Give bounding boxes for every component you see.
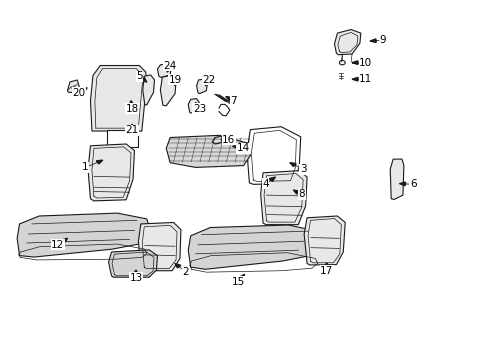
Polygon shape xyxy=(205,81,210,86)
Polygon shape xyxy=(108,250,157,277)
Polygon shape xyxy=(351,61,357,64)
Polygon shape xyxy=(88,144,134,201)
Text: 14: 14 xyxy=(236,143,250,153)
Polygon shape xyxy=(225,96,232,100)
Polygon shape xyxy=(188,99,199,113)
Text: 23: 23 xyxy=(192,104,206,114)
Text: 16: 16 xyxy=(222,135,235,145)
Polygon shape xyxy=(369,39,375,42)
Polygon shape xyxy=(221,138,226,141)
Polygon shape xyxy=(129,101,134,105)
Text: 21: 21 xyxy=(125,125,139,135)
Polygon shape xyxy=(293,190,299,194)
Polygon shape xyxy=(17,213,150,257)
Polygon shape xyxy=(166,135,250,167)
Polygon shape xyxy=(282,186,295,198)
Polygon shape xyxy=(260,171,306,225)
Text: 3: 3 xyxy=(299,164,306,174)
Text: 10: 10 xyxy=(359,58,371,68)
Text: 4: 4 xyxy=(262,179,268,189)
Text: 24: 24 xyxy=(163,60,177,71)
Polygon shape xyxy=(324,263,328,267)
Text: 20: 20 xyxy=(73,88,85,98)
Text: 17: 17 xyxy=(319,266,333,276)
Polygon shape xyxy=(289,163,296,167)
Polygon shape xyxy=(304,216,345,265)
Text: 6: 6 xyxy=(409,179,416,189)
Polygon shape xyxy=(389,159,403,199)
Polygon shape xyxy=(239,274,244,279)
Polygon shape xyxy=(175,264,181,268)
Text: 7: 7 xyxy=(230,96,237,106)
Text: 8: 8 xyxy=(298,189,305,199)
Polygon shape xyxy=(67,80,79,93)
Text: 11: 11 xyxy=(358,74,372,84)
Polygon shape xyxy=(157,64,171,77)
Polygon shape xyxy=(142,75,154,105)
Polygon shape xyxy=(90,66,146,131)
Polygon shape xyxy=(96,160,102,164)
Text: 22: 22 xyxy=(202,75,216,85)
Polygon shape xyxy=(269,177,275,181)
Text: 2: 2 xyxy=(182,267,189,277)
Polygon shape xyxy=(81,88,87,92)
Text: 12: 12 xyxy=(51,240,64,250)
Polygon shape xyxy=(188,225,320,269)
Polygon shape xyxy=(106,130,138,147)
Polygon shape xyxy=(160,76,176,106)
Polygon shape xyxy=(232,145,239,149)
Polygon shape xyxy=(129,124,134,129)
Text: 5: 5 xyxy=(136,71,142,81)
Polygon shape xyxy=(196,79,207,94)
Polygon shape xyxy=(399,182,405,186)
Polygon shape xyxy=(334,30,360,55)
Polygon shape xyxy=(141,78,146,82)
Polygon shape xyxy=(172,81,177,86)
Polygon shape xyxy=(61,238,67,243)
Text: 13: 13 xyxy=(129,273,142,283)
Polygon shape xyxy=(351,77,357,81)
Polygon shape xyxy=(195,103,200,107)
Text: 9: 9 xyxy=(378,35,385,45)
Text: 1: 1 xyxy=(82,162,89,172)
Polygon shape xyxy=(246,127,300,184)
Text: 18: 18 xyxy=(125,104,139,114)
Text: 19: 19 xyxy=(168,75,182,85)
Polygon shape xyxy=(166,67,171,72)
Polygon shape xyxy=(133,270,138,274)
Text: 15: 15 xyxy=(231,276,245,287)
Polygon shape xyxy=(138,222,181,271)
